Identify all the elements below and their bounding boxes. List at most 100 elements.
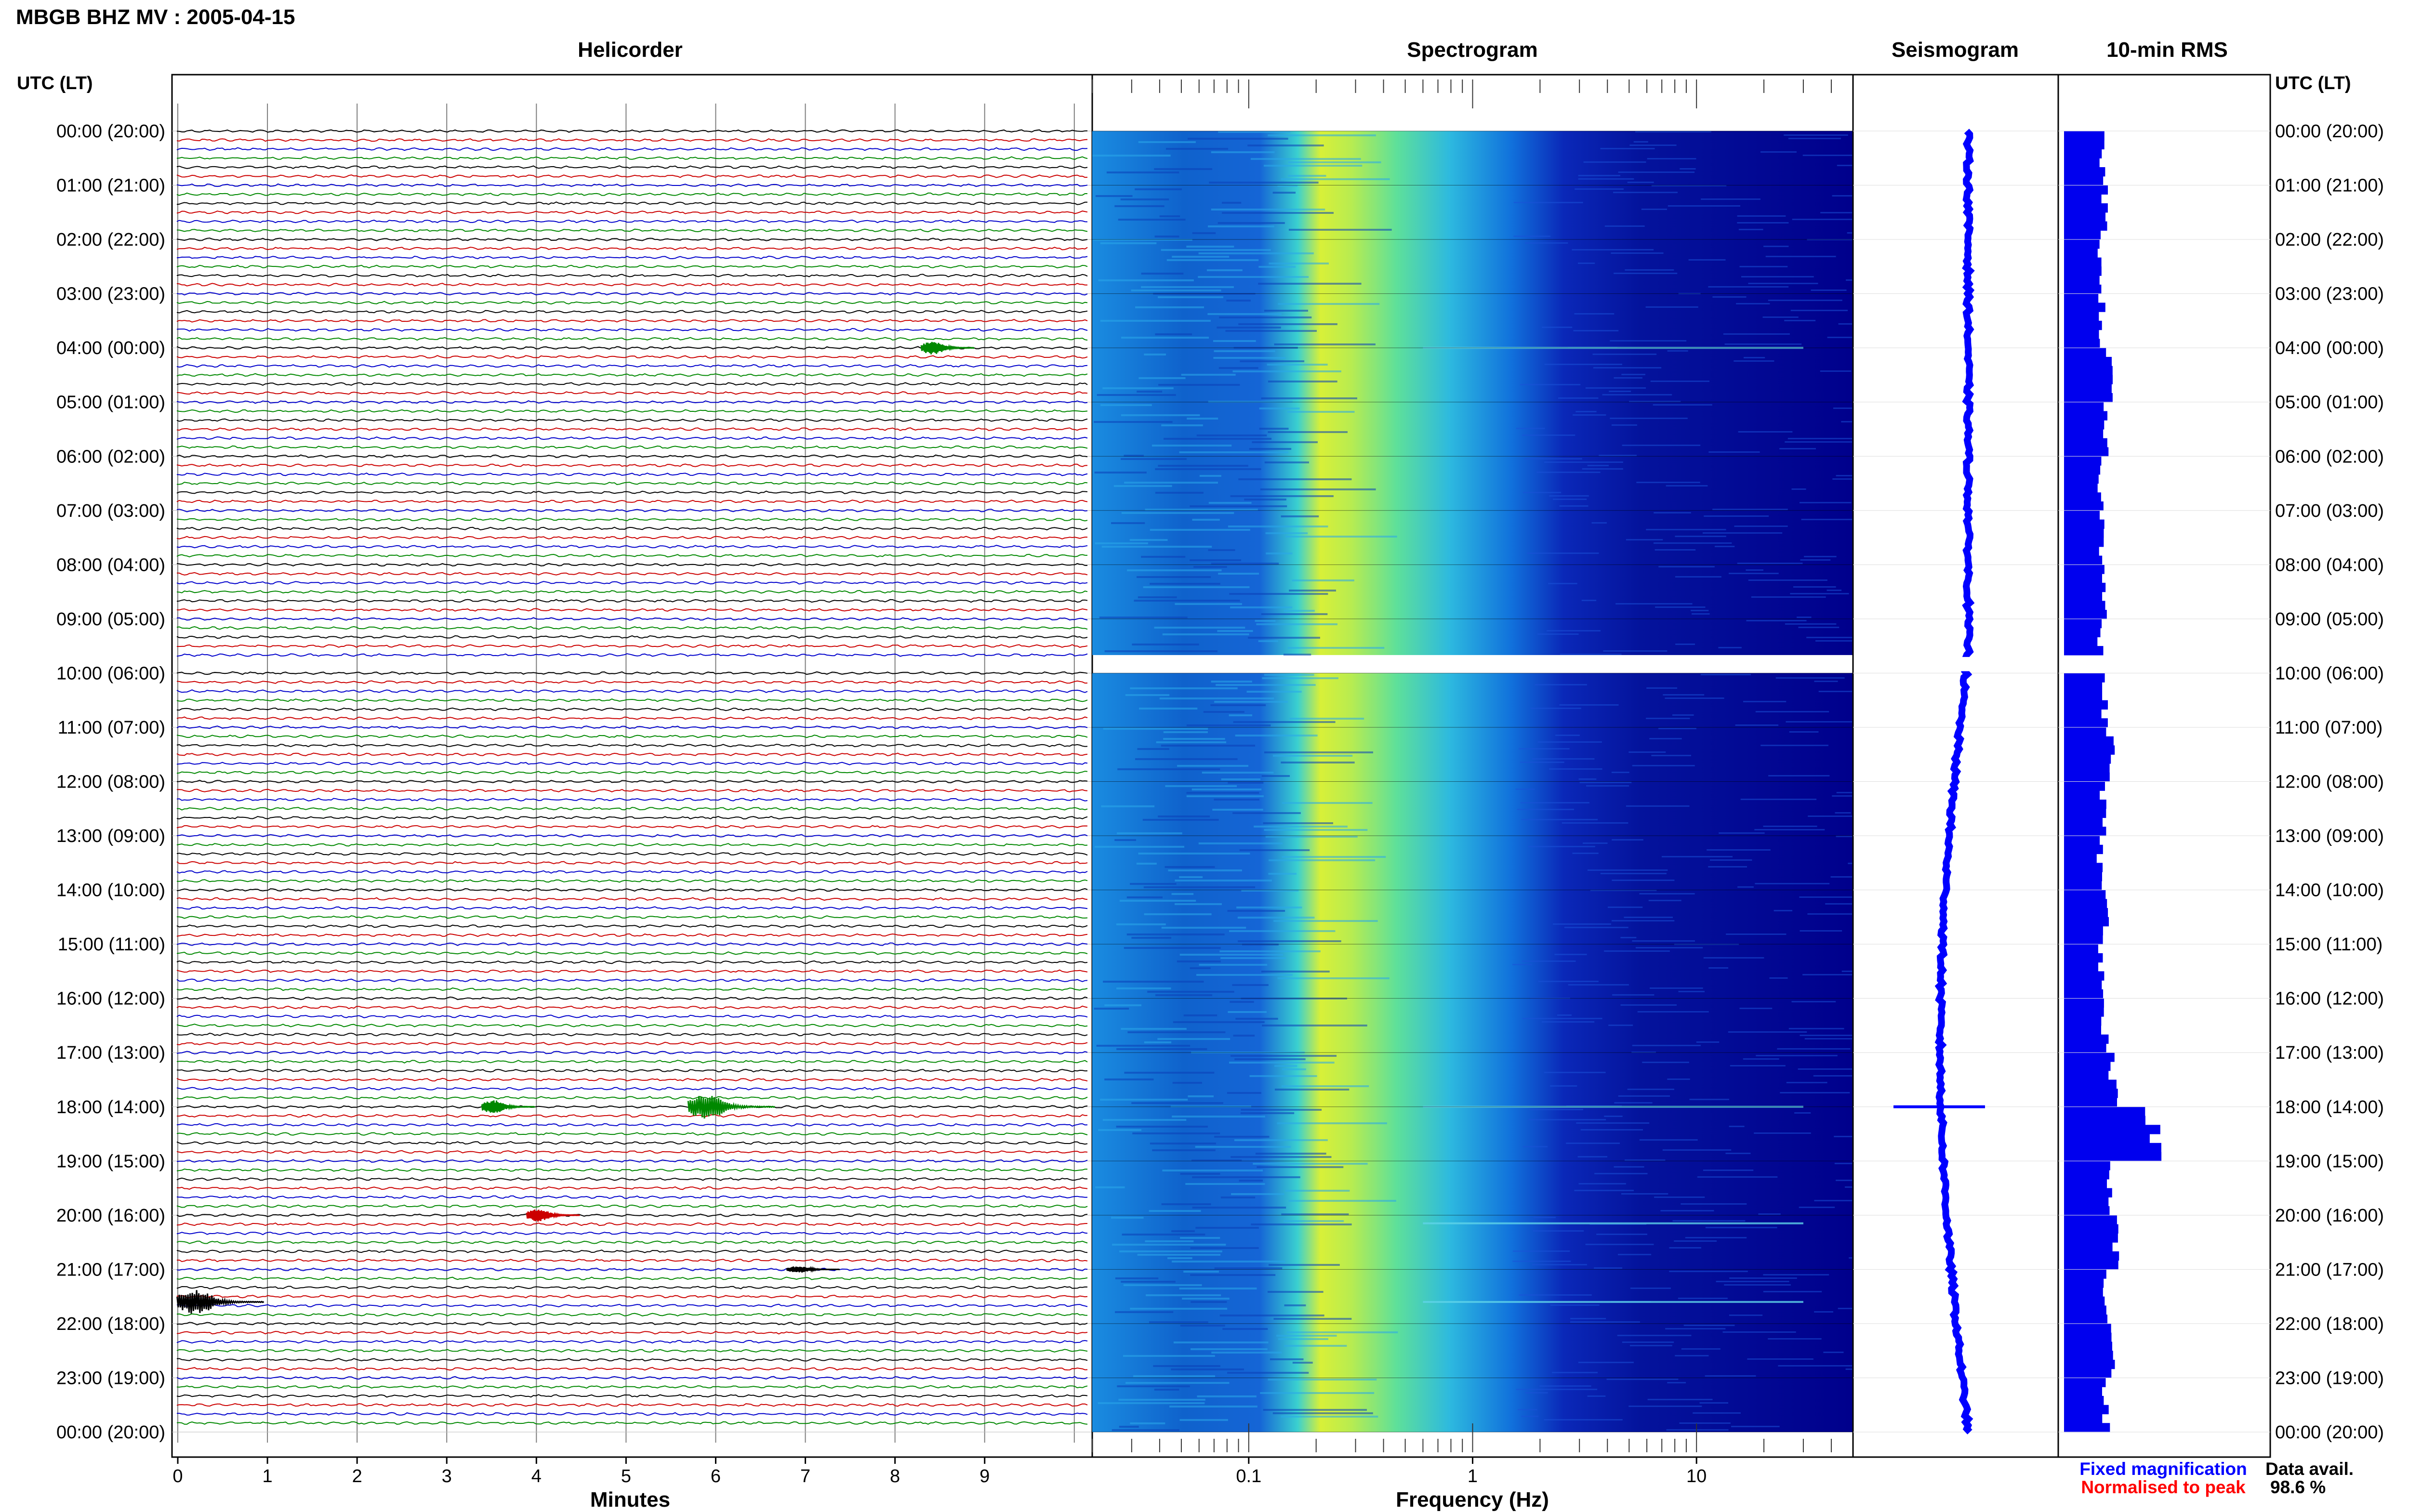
spectrogram-streak	[1225, 330, 1317, 332]
spectrogram-streak	[1281, 178, 1390, 180]
spectrogram-streak	[1633, 141, 1648, 143]
spectrogram-streak	[1606, 1379, 1679, 1380]
time-label-right: 19:00 (15:00)	[2275, 1151, 2384, 1171]
spectrogram-streak	[1522, 960, 1576, 962]
spectrogram-streak	[1712, 509, 1788, 510]
spectrogram-streak	[1814, 681, 1838, 682]
helicorder-trace	[176, 283, 1087, 287]
spectrogram-streak	[1248, 637, 1320, 639]
helicorder-trace	[176, 400, 1088, 404]
rms-bar	[2064, 601, 2105, 610]
spectrogram-streak	[1233, 1035, 1255, 1037]
spectrogram-streak	[1288, 161, 1381, 163]
x-axes: 0 1 2 3 4 5 6 7 8 9 0.1 1 10	[172, 1457, 1707, 1486]
spectrogram-streak	[1614, 1102, 1653, 1104]
spectrogram-streak	[1268, 431, 1348, 433]
helicorder-trace	[176, 861, 1088, 865]
time-label-left: 14:00 (10:00)	[56, 881, 165, 901]
spectrogram-streak	[1106, 171, 1179, 173]
spectrogram-streak	[1628, 751, 1666, 753]
spectrogram-streak	[1292, 1362, 1313, 1364]
spectrogram-streak	[1535, 684, 1587, 685]
spectrogram-xlabel: Frequency (Hz)	[1396, 1488, 1549, 1512]
time-label-left: 23:00 (19:00)	[56, 1368, 165, 1388]
spectrogram-streak	[1269, 263, 1329, 264]
rms-bar	[2064, 763, 2110, 773]
spectrogram-streak	[1627, 182, 1654, 183]
spectrogram-streak	[1731, 1426, 1780, 1427]
spectrogram-streak	[1123, 1355, 1215, 1357]
spectrogram-streak	[1768, 300, 1842, 301]
spectrogram-event-line	[1423, 1222, 1803, 1224]
spectrogram-streak	[1611, 772, 1629, 773]
spectrogram-streak	[1145, 1240, 1194, 1242]
spectrogram-streak	[1527, 552, 1599, 554]
helicorder-trace	[176, 1141, 1088, 1145]
spectrogram-streak	[1158, 384, 1240, 386]
spectrogram-streak	[1564, 927, 1628, 928]
spectrogram-streak	[1283, 654, 1311, 656]
spectrogram-streak	[1256, 623, 1338, 625]
helicorder-xtick-label: 5	[621, 1466, 631, 1486]
spectrogram-streak	[1786, 721, 1859, 723]
spectrogram-streak	[1138, 708, 1198, 710]
rms-bar	[2064, 320, 2102, 330]
spectrogram-streak	[1162, 633, 1249, 635]
spectrogram-streak	[1699, 1402, 1729, 1404]
helicorder-trace	[176, 942, 1088, 947]
spectrogram-streak	[1156, 741, 1227, 743]
helicorder-trace	[176, 1159, 1088, 1163]
helicorder-trace	[176, 1051, 1088, 1055]
time-label-left: 15:00 (11:00)	[58, 934, 165, 955]
helicorder-trace	[176, 1258, 1088, 1262]
data-avail-value: 98.6 %	[2270, 1477, 2326, 1497]
spectrogram-streak	[1570, 1321, 1640, 1323]
spectrogram-streak	[1760, 151, 1797, 153]
spectrogram-streak	[1620, 937, 1637, 938]
helicorder-trace	[176, 1096, 1088, 1100]
spectrogram-streak	[1154, 627, 1245, 629]
time-label-left: 20:00 (16:00)	[56, 1206, 165, 1226]
spectrogram-streak	[1814, 1200, 1890, 1201]
helicorder-frame	[171, 74, 1093, 1458]
helicorder-xtick-label: 2	[352, 1466, 362, 1486]
spectrogram-streak	[1165, 785, 1237, 787]
spectrogram-streak	[1179, 1419, 1228, 1421]
helicorder-trace	[176, 545, 1088, 549]
spectrogram-streak	[1274, 1065, 1297, 1067]
spectrogram-streak	[1213, 357, 1286, 359]
spectrogram-streak	[1801, 519, 1867, 520]
spectrogram-streak	[1729, 1315, 1763, 1316]
spectrogram-streak	[1624, 1159, 1666, 1161]
spectrogram-streak	[1124, 947, 1221, 949]
helicorder-xtick-label: 9	[979, 1466, 990, 1486]
rms-bar	[2064, 808, 2106, 818]
spectrogram-streak	[1172, 1261, 1285, 1262]
spectrogram-streak	[1236, 907, 1302, 908]
spectrogram-streak	[1624, 917, 1673, 918]
rms-bar	[2064, 980, 2102, 990]
rms-bar	[2064, 167, 2105, 177]
spectrogram-streak	[1582, 842, 1608, 844]
spectrogram-streak	[1268, 134, 1376, 136]
spectrogram-streak	[1791, 488, 1806, 490]
spectrogram-streak	[1199, 475, 1221, 477]
rms-bar	[2064, 935, 2103, 945]
spectrogram-streak	[1195, 1227, 1259, 1229]
helicorder-trace	[176, 951, 1088, 955]
spectrogram-streak	[1222, 1328, 1268, 1330]
spectrogram-streak	[1115, 1277, 1159, 1279]
spectrogram-streak	[1578, 1183, 1626, 1184]
spectrogram-streak	[1103, 981, 1204, 983]
spectrogram-streak	[1789, 731, 1819, 733]
spectrogram-streak	[1558, 397, 1599, 399]
helicorder-trace	[176, 210, 1088, 214]
spectrogram-streak	[1705, 1375, 1756, 1377]
spectrogram-streak	[1804, 556, 1837, 557]
helicorder-trace	[176, 888, 1088, 892]
spectrogram-streak	[1168, 869, 1242, 871]
spectrogram-streak	[1273, 1318, 1352, 1320]
spectrogram-streak	[1700, 674, 1751, 675]
